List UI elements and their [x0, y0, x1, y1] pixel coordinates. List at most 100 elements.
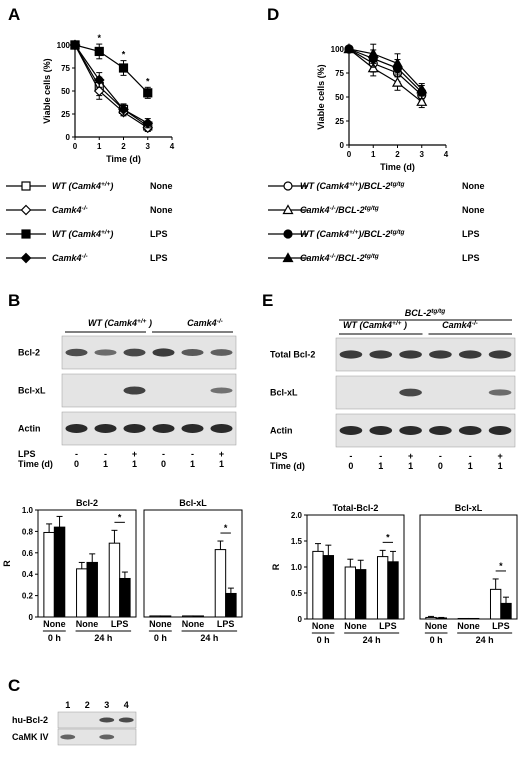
significance-asterisk: * [224, 523, 228, 533]
text-part: Camk4 [52, 205, 82, 215]
blot-band [181, 349, 204, 356]
category-label: None [344, 621, 367, 631]
y-tick-label: 75 [335, 69, 344, 78]
blot-row: Actin [18, 411, 237, 446]
group-label: 24 h [363, 635, 381, 645]
text-part: ) [146, 318, 152, 328]
series-line [74, 44, 149, 129]
blot-band [94, 424, 117, 433]
y-tick-label: 0.4 [22, 570, 34, 579]
y-tick-label: 1.0 [291, 563, 303, 572]
x-tick-label: 2 [395, 150, 400, 159]
lane-number: 2 [85, 700, 90, 710]
lps-value: - [162, 449, 165, 459]
blot-header-ko: Camk4-/-​ [187, 318, 223, 328]
blot-strip [335, 413, 516, 448]
series-line [74, 44, 149, 127]
legend-item: Camk4-/-​ LPS [6, 252, 168, 264]
legend-genotype: Camk4-/-​ [52, 253, 88, 263]
data-point [282, 204, 294, 215]
blot-strip [61, 335, 237, 370]
blot-band [488, 389, 512, 396]
lps-value: - [349, 451, 352, 461]
bar [119, 577, 131, 618]
data-point [20, 204, 32, 216]
significance-asterisk: * [146, 76, 150, 86]
data-point [282, 252, 294, 263]
blot-band [339, 350, 363, 359]
legend-item: WT (Camk4+/+​)/BCL-2tg/tg​ LPS [268, 229, 480, 239]
bar [53, 526, 66, 618]
series-line [348, 48, 423, 103]
superscript: -/- [330, 205, 336, 212]
blot-row: Bcl-2 [18, 335, 237, 370]
x-axis-label: Time (d) [380, 162, 415, 172]
time-value: 1 [103, 459, 108, 469]
blot-band [488, 426, 512, 435]
text-part: ) [109, 229, 113, 239]
x-tick-label: 0 [73, 142, 78, 151]
legend-treatment: LPS [462, 229, 480, 239]
blot-strip [61, 373, 237, 408]
data-point [283, 181, 293, 191]
chart-title: Total-Bcl-2 [333, 503, 379, 513]
y-axis-label: R [2, 560, 12, 567]
y-axis-label: Viable cells (%) [42, 58, 52, 123]
superscript: -/- [217, 318, 223, 325]
panel-label-C: C [8, 676, 20, 695]
blot-header-wt: WT (Camk4+/+​ ) [88, 318, 152, 328]
blot-band [458, 350, 482, 359]
blot-band [181, 424, 204, 433]
legend-item: WT (Camk4+/+​) LPS [6, 229, 168, 239]
blot-header-top: BCL-2tg/tg​ [405, 308, 446, 318]
text-part: )/BCL-2 [357, 229, 390, 239]
blot-band [429, 426, 452, 435]
lps-value: + [219, 449, 224, 459]
category-label: None [425, 621, 448, 631]
lps-label: LPS [18, 449, 36, 459]
time-value: 0 [161, 459, 166, 469]
bar [182, 615, 194, 618]
data-point [142, 117, 154, 129]
data-point [118, 63, 129, 73]
data-point [283, 229, 293, 239]
group-label: 24 h [94, 633, 112, 643]
blot-band [399, 426, 422, 435]
blot-band [399, 350, 422, 359]
legend-treatment: None [462, 205, 485, 215]
blot-E: Total Bcl-2 Bcl-xL Actin WT (Camk4+/+​ ) Cam… [270, 308, 516, 471]
legend-treatment: None [150, 181, 173, 191]
category-label: None [312, 621, 335, 631]
y-tick-label: 0.8 [22, 527, 34, 536]
legend-genotype: Camk4-/-​ [52, 205, 88, 215]
series-line [74, 44, 149, 124]
blot-band [123, 424, 146, 433]
blot-row: Actin [270, 413, 516, 448]
blot-band [65, 348, 88, 357]
lps-value: - [469, 451, 472, 461]
blot-band [152, 424, 175, 433]
significance-asterisk: * [499, 561, 503, 571]
superscript: +/+ [392, 320, 402, 327]
category-label: None [76, 619, 99, 629]
category-label: LPS [492, 621, 510, 631]
chart-title: Bcl-xL [179, 498, 207, 508]
data-point [20, 252, 32, 264]
y-axis-label: R [271, 563, 281, 570]
y-axis-label: Viable cells (%) [316, 64, 326, 129]
data-point [391, 76, 404, 87]
bar [468, 617, 480, 620]
text-part: WT (Camk4 [300, 181, 349, 191]
time-value: 0 [438, 461, 443, 471]
series [69, 39, 154, 129]
blot-band [99, 717, 115, 723]
series [70, 40, 153, 99]
y-tick-label: 1.0 [22, 506, 34, 515]
significance-asterisk: * [122, 50, 126, 60]
blot-strip [57, 711, 137, 729]
lps-value: + [132, 449, 137, 459]
blot-strip [61, 411, 237, 446]
bar-chart-B-bclxl: Bcl-xL None None LPS 0 h 24 h * [143, 498, 243, 643]
significance-asterisk: * [97, 33, 101, 43]
